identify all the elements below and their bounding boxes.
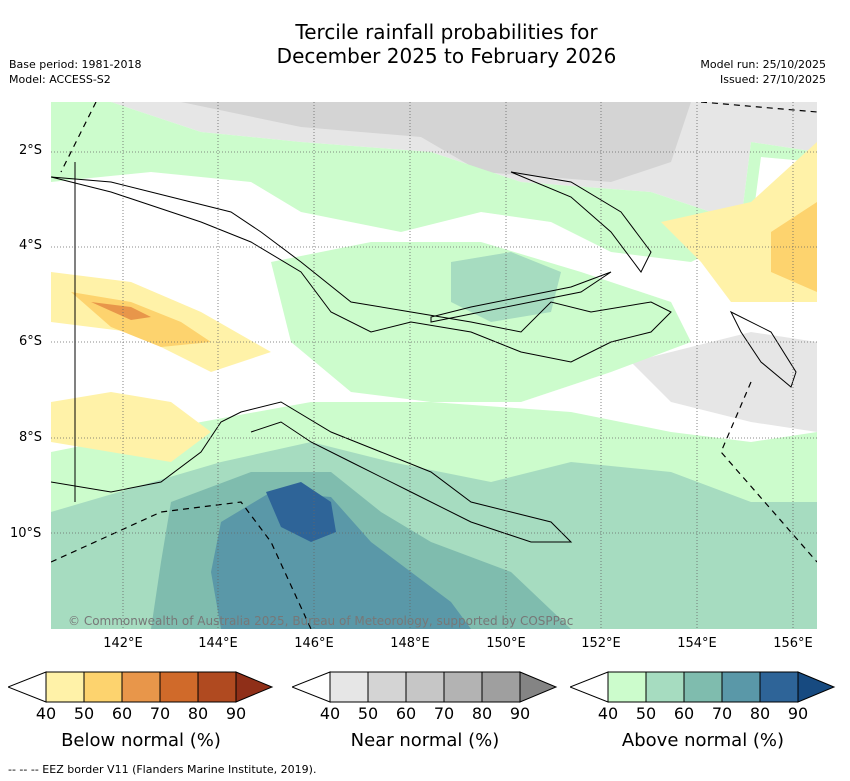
tick-label: 60 [395, 704, 417, 723]
lon-label: 150°E [486, 636, 526, 651]
tick-label: 90 [787, 704, 809, 723]
tick-label: 50 [357, 704, 379, 723]
colorbar-swatch [159, 671, 199, 703]
colorbar-arrow-low [570, 671, 609, 703]
lat-label: 4°S [19, 238, 43, 253]
colorbar-arrow-high [519, 671, 558, 703]
lon-label: 152°E [581, 636, 621, 651]
above-normal-70-region-south [211, 492, 471, 629]
tick-label: 90 [509, 704, 531, 723]
lat-label: 6°S [19, 334, 43, 349]
title-line-1: Tercile rainfall probabilities for [295, 20, 598, 44]
colorbar-swatch [683, 671, 723, 703]
tick-label: 40 [35, 704, 57, 723]
below-normal-50-region-east [771, 202, 817, 292]
colorbar-swatch [721, 671, 761, 703]
coastline-mainland [51, 176, 672, 363]
coastline-bougainville [729, 310, 797, 388]
above-normal-40-region-north [51, 102, 817, 262]
tick-label: 40 [319, 704, 341, 723]
lon-label: 144°E [198, 636, 238, 651]
colorbar-swatch [329, 671, 369, 703]
colorbar-ticks-above: 40 50 60 70 80 90 [570, 704, 836, 724]
issued-date: Issued: 27/10/2025 [719, 73, 826, 86]
lat-label: 8°S [19, 430, 43, 445]
lon-label: 146°E [294, 636, 334, 651]
colorbar-arrow-low [8, 671, 47, 703]
coastline-new-ireland [510, 171, 652, 273]
colorbar-swatch [481, 671, 521, 703]
colorbar-swatch [405, 671, 445, 703]
title-line-2: December 2025 to February 2026 [276, 44, 617, 68]
colorbar-swatch [121, 671, 161, 703]
near-normal-region-east [631, 332, 817, 432]
rainfall-probability-map [51, 102, 817, 629]
meta-right: Model run: 25/10/2025 Issued: 27/10/2025 [700, 57, 826, 87]
lat-label: 10°S [10, 526, 42, 541]
gridlines [51, 102, 817, 629]
colorbar-swatch [443, 671, 483, 703]
colorbar-title-below: Below normal (%) [61, 730, 221, 751]
eez-border [51, 102, 817, 629]
below-normal-40-region-sw [51, 392, 211, 462]
model-name: Model: ACCESS-S2 [9, 73, 111, 86]
colorbar-title-near: Near normal (%) [350, 730, 500, 751]
base-period: Base period: 1981-2018 [9, 58, 142, 71]
above-normal-80-region-south [266, 482, 336, 542]
lon-label: 154°E [677, 636, 717, 651]
colorbar-ticks-near: 40 50 60 70 80 90 [292, 704, 558, 724]
colorbar-title-above: Above normal (%) [621, 730, 785, 751]
tick-label: 60 [111, 704, 133, 723]
lon-label: 156°E [773, 636, 813, 651]
colorbar-swatch [197, 671, 237, 703]
map-title: Tercile rainfall probabilities for Decem… [0, 20, 850, 68]
tick-label: 70 [433, 704, 455, 723]
tick-label: 70 [711, 704, 733, 723]
meta-left: Base period: 1981-2018 Model: ACCESS-S2 [9, 57, 141, 87]
colorbar-ticks-below: 40 50 60 70 80 90 [8, 704, 274, 724]
above-normal-50-region-central [451, 252, 561, 322]
tick-label: 50 [635, 704, 657, 723]
colorbar-below-normal [8, 671, 274, 703]
tick-label: 80 [749, 704, 771, 723]
tick-label: 40 [597, 704, 619, 723]
colorbar-above-normal [570, 671, 836, 703]
model-run: Model run: 25/10/2025 [700, 58, 826, 71]
colorbar-swatch [83, 671, 123, 703]
tick-label: 80 [471, 704, 493, 723]
lon-label: 148°E [390, 636, 430, 651]
colorbar-arrow-high [797, 671, 836, 703]
tick-label: 80 [187, 704, 209, 723]
colorbar-arrow-high [235, 671, 274, 703]
colorbar-swatch [607, 671, 647, 703]
copyright-notice: © Commonwealth of Australia 2025, Bureau… [68, 614, 574, 628]
colorbar-swatch [367, 671, 407, 703]
colorbar-near-normal [292, 671, 558, 703]
colorbar-swatch [759, 671, 799, 703]
lat-label: 2°S [19, 143, 43, 158]
tick-label: 70 [149, 704, 171, 723]
tick-label: 50 [73, 704, 95, 723]
below-normal-60-region-west [91, 302, 151, 320]
tick-label: 90 [225, 704, 247, 723]
colorbar-swatch [45, 671, 85, 703]
above-normal-40-region-central [271, 242, 691, 402]
colorbar-arrow-low [292, 671, 331, 703]
lon-label: 142°E [103, 636, 143, 651]
coastline-south [51, 401, 573, 543]
tick-label: 60 [673, 704, 695, 723]
colorbar-swatch [645, 671, 685, 703]
near-normal-region-north-dark [181, 102, 691, 182]
eez-footnote: -- -- -- EEZ border V11 (Flanders Marine… [8, 763, 317, 776]
